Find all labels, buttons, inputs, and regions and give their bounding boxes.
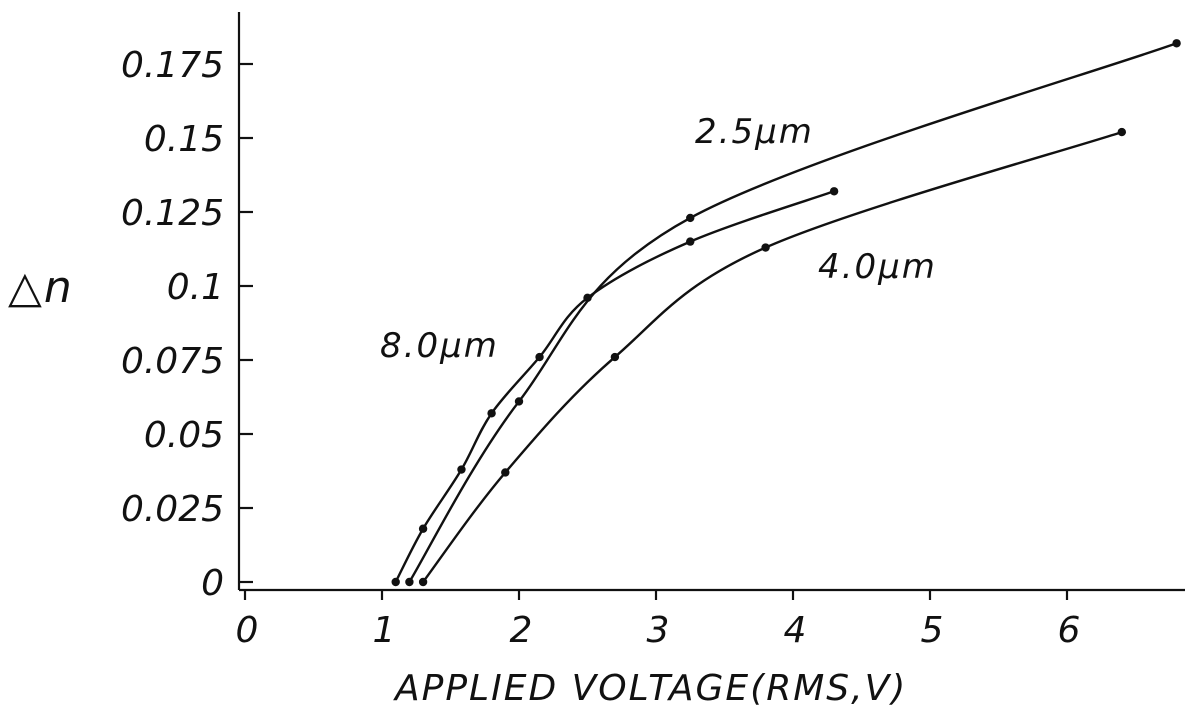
x-tick-label: 2: [510, 610, 533, 651]
data-point: [1118, 128, 1126, 136]
y-tick-label: 0: [201, 563, 224, 604]
y-ticks: 0 0.025 0.05 0.075 0.1 0.125 0.15 0.175: [121, 45, 253, 604]
data-point: [392, 578, 400, 586]
y-tick-label: 0.125: [121, 193, 224, 234]
data-point: [1172, 39, 1180, 47]
y-axis-title: △n: [8, 262, 74, 313]
data-point: [611, 353, 619, 361]
data-point: [487, 409, 495, 417]
x-tick-label: 5: [921, 610, 944, 651]
data-point: [761, 243, 769, 251]
data-point: [405, 578, 413, 586]
y-tick-label: 0.05: [144, 415, 224, 456]
data-point: [515, 397, 523, 405]
y-tick-label: 0.025: [121, 489, 224, 530]
data-point: [501, 468, 509, 476]
y-tick-label: 0.1: [167, 267, 224, 308]
y-tick-label: 0.15: [144, 119, 224, 160]
data-point: [686, 237, 694, 245]
axes: [239, 12, 1185, 590]
data-point: [535, 353, 543, 361]
data-point: [419, 525, 427, 533]
x-tick-label: 0: [236, 610, 259, 651]
series-line-2: [423, 132, 1122, 582]
x-ticks: 0 1 2 3 4 5 6: [236, 590, 1081, 651]
data-point: [686, 214, 694, 222]
x-axis-title: APPLIED VOLTAGE(RMS,V): [393, 668, 907, 709]
x-tick-label: 1: [373, 610, 396, 651]
data-point: [419, 578, 427, 586]
series-label-4.0um: 4.0μm: [818, 247, 937, 287]
x-tick-label: 6: [1058, 610, 1081, 651]
y-tick-label: 0.175: [121, 45, 224, 86]
y-tick-label: 0.075: [121, 341, 224, 382]
series-label-2.5um: 2.5μm: [695, 112, 814, 152]
x-tick-label: 3: [647, 610, 670, 651]
data-point: [457, 465, 465, 473]
x-tick-label: 4: [784, 610, 807, 651]
series-label-8.0um: 8.0μm: [380, 326, 499, 366]
data-point: [830, 187, 838, 195]
